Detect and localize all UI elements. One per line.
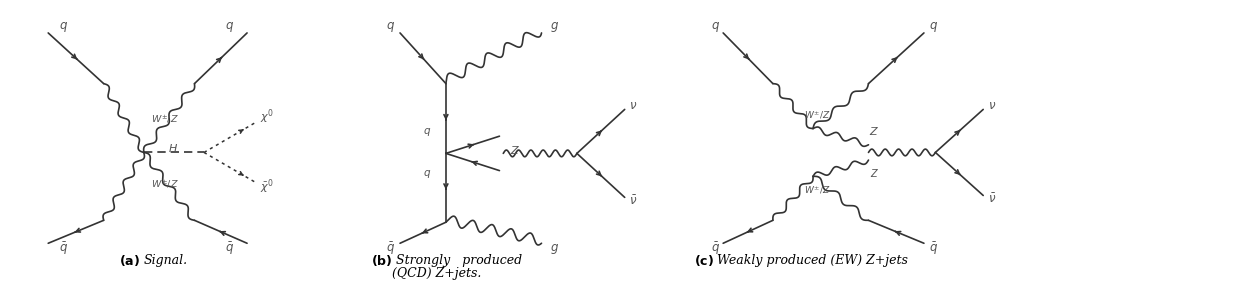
- Text: $q$: $q$: [225, 20, 235, 34]
- Text: $q$: $q$: [423, 126, 431, 138]
- Text: $Z$: $Z$: [869, 125, 879, 137]
- Text: (QCD) Z+jets.: (QCD) Z+jets.: [392, 267, 482, 280]
- Text: $g$: $g$: [550, 242, 560, 256]
- Text: $W^{\pm}/Z$: $W^{\pm}/Z$: [803, 184, 831, 196]
- Text: $W^{\pm}/Z$: $W^{\pm}/Z$: [803, 109, 831, 121]
- Text: $\bar{q}$: $\bar{q}$: [386, 241, 396, 257]
- Text: $\bar{q}$: $\bar{q}$: [59, 241, 68, 257]
- Text: $\bar{\nu}$: $\bar{\nu}$: [988, 192, 996, 206]
- Text: $\bar{q}$: $\bar{q}$: [929, 241, 938, 257]
- Text: $g$: $g$: [550, 20, 560, 34]
- Text: $\mathbf{(a)}$: $\mathbf{(a)}$: [119, 253, 140, 268]
- Text: $W^{\pm}/Z$: $W^{\pm}/Z$: [152, 113, 179, 125]
- Text: $\nu$: $\nu$: [988, 99, 996, 112]
- Text: $q$: $q$: [929, 20, 938, 34]
- Text: Weakly produced (EW) Z+jets: Weakly produced (EW) Z+jets: [717, 254, 908, 267]
- Text: $q$: $q$: [386, 20, 396, 34]
- Text: $\chi^0$: $\chi^0$: [261, 108, 274, 126]
- Text: $q$: $q$: [59, 20, 68, 34]
- Text: Strongly   produced: Strongly produced: [397, 254, 523, 267]
- Text: $\nu$: $\nu$: [629, 99, 638, 112]
- Text: $\mathbf{(b)}$: $\mathbf{(b)}$: [371, 253, 392, 268]
- Text: $\mathbf{(c)}$: $\mathbf{(c)}$: [693, 253, 713, 268]
- Text: $Z$: $Z$: [870, 167, 879, 180]
- Text: $\bar{\nu}$: $\bar{\nu}$: [629, 194, 638, 208]
- Text: Signal.: Signal.: [143, 254, 188, 267]
- Text: $q$: $q$: [423, 168, 431, 180]
- Text: $\bar{\chi}^0$: $\bar{\chi}^0$: [261, 178, 274, 196]
- Text: $q$: $q$: [711, 20, 721, 34]
- Text: $\bar{q}$: $\bar{q}$: [225, 241, 235, 257]
- Text: $W^{\pm}/Z$: $W^{\pm}/Z$: [152, 178, 179, 190]
- Text: $\bar{q}$: $\bar{q}$: [711, 241, 721, 257]
- Text: $H$: $H$: [168, 142, 178, 154]
- Text: $Z$: $Z$: [509, 144, 520, 156]
